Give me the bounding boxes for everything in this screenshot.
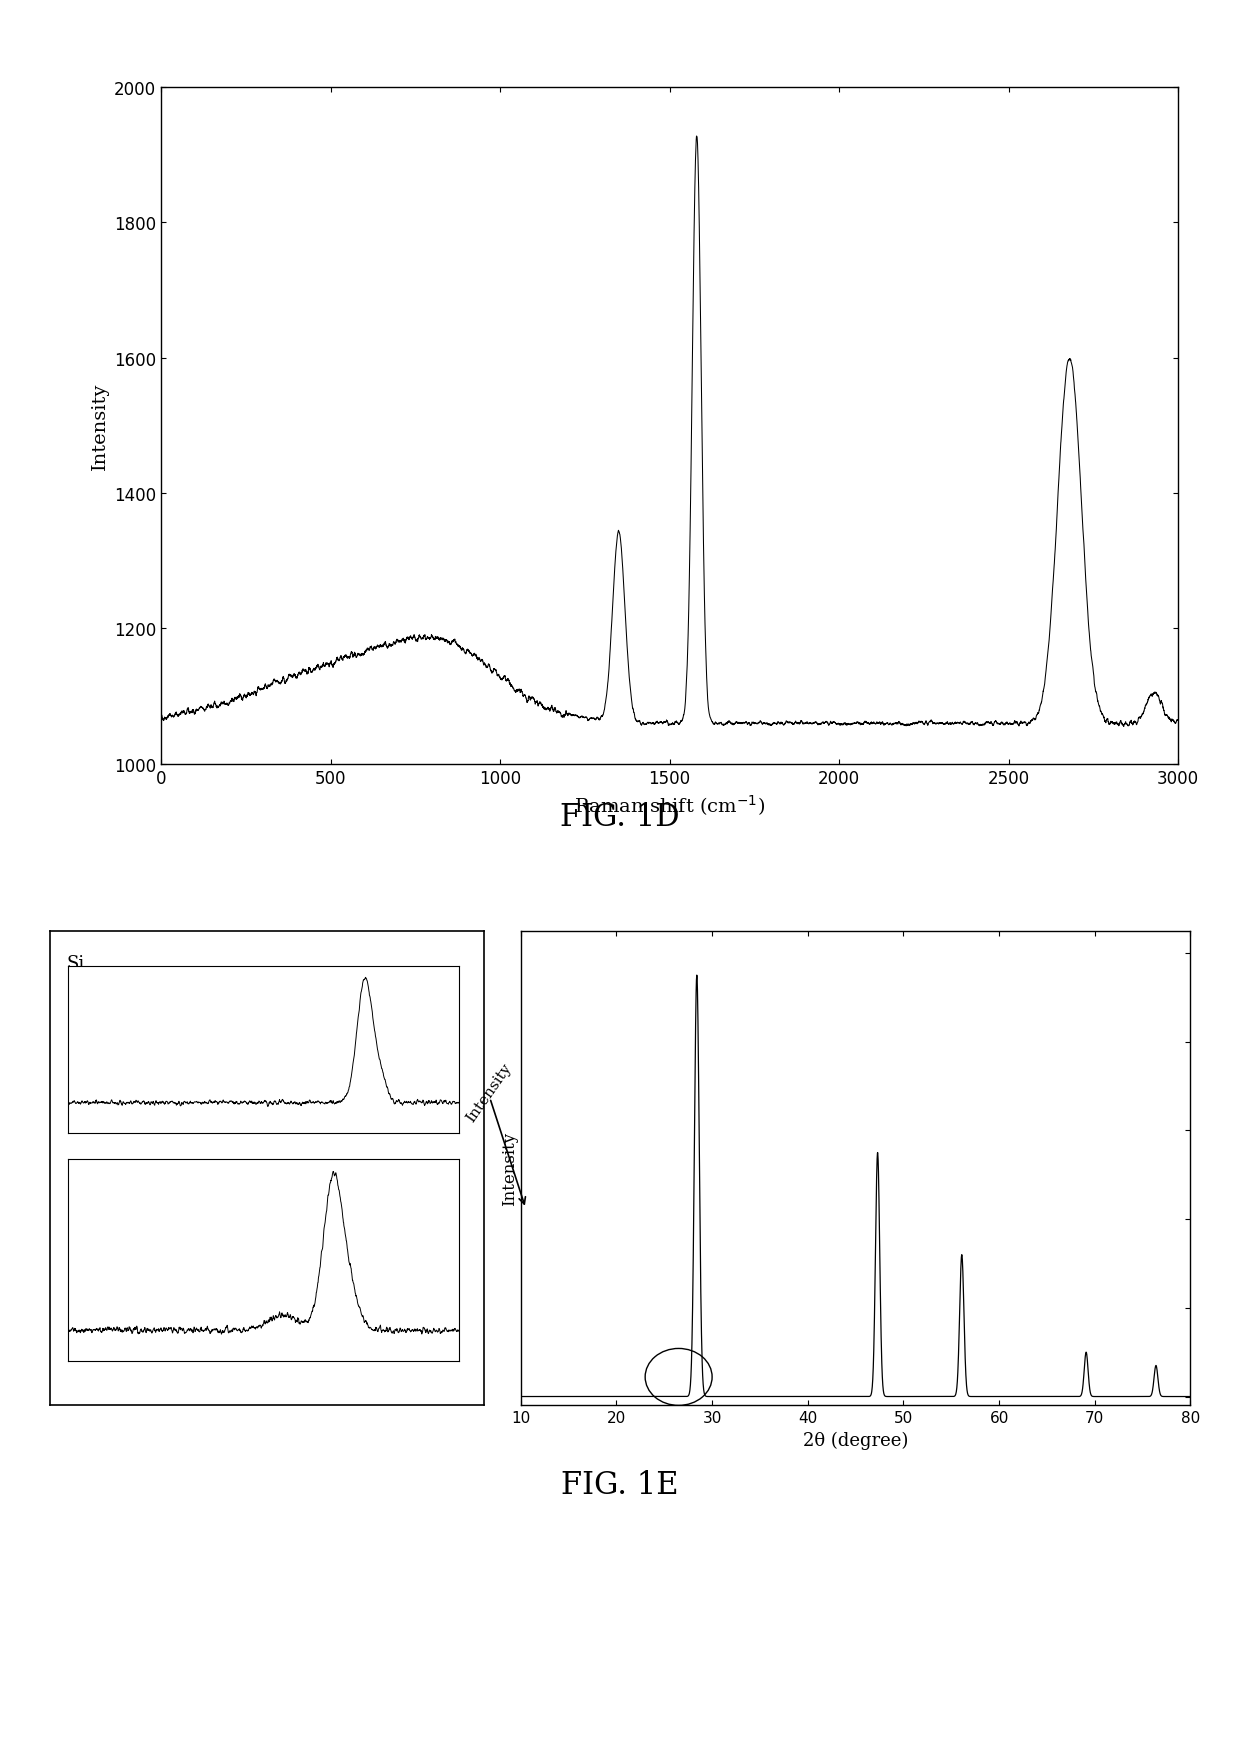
Y-axis label: Intensity: Intensity [91,383,109,469]
Text: FIG. 1E: FIG. 1E [562,1469,678,1500]
Y-axis label: Intensity: Intensity [501,1132,518,1205]
Text: Intensity: Intensity [464,1059,515,1124]
Text: FIG. 1D: FIG. 1D [560,801,680,833]
X-axis label: Raman shift (cm$^{-1}$): Raman shift (cm$^{-1}$) [574,792,765,817]
Text: Si: Si [67,954,86,973]
Text: Si@GNWs: Si@GNWs [67,1177,161,1197]
X-axis label: 2θ (degree): 2θ (degree) [804,1430,908,1450]
